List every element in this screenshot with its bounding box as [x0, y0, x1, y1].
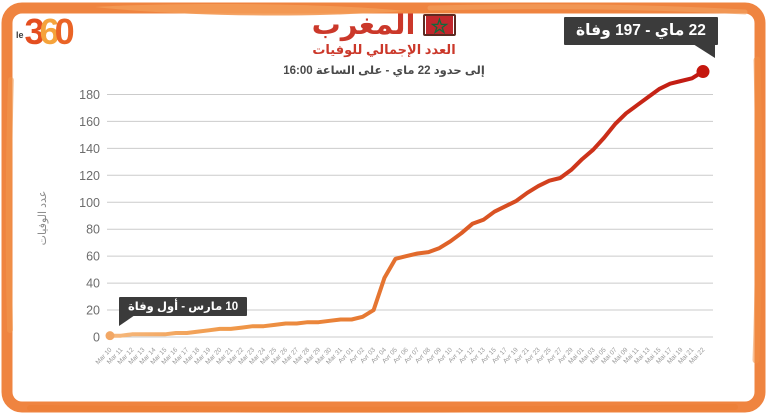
- first-death-badge: 10 مارس - أول وفاة: [119, 297, 248, 326]
- y-axis-title: عدد الوفيات: [37, 191, 49, 246]
- datetime-note: إلى حدود 22 ماي - على الساعة 16:00: [283, 65, 485, 78]
- badge-pointer-icon: [692, 44, 715, 58]
- latest-value-label: 22 ماي - 197 وفاة: [576, 22, 706, 39]
- y-tick-label: 80: [86, 223, 100, 237]
- y-tick-label: 160: [79, 115, 100, 129]
- morocco-flag-icon: [423, 14, 457, 37]
- y-tick-label: 0: [93, 331, 100, 345]
- y-tick-label: 180: [79, 88, 100, 102]
- y-tick-label: 20: [86, 304, 100, 318]
- badge-pointer-icon: [119, 315, 135, 326]
- y-tick-label: 140: [79, 142, 100, 156]
- first-death-label: 10 مارس - أول وفاة: [128, 301, 239, 313]
- y-tick-label: 100: [79, 196, 100, 210]
- y-tick-label: 60: [86, 250, 100, 264]
- y-tick-label: 40: [86, 277, 100, 291]
- latest-value-badge: 22 ماي - 197 وفاة: [564, 17, 718, 58]
- page-title: المغرب: [311, 9, 416, 41]
- y-tick-label: 120: [79, 169, 100, 183]
- first-death-dot: [105, 331, 115, 341]
